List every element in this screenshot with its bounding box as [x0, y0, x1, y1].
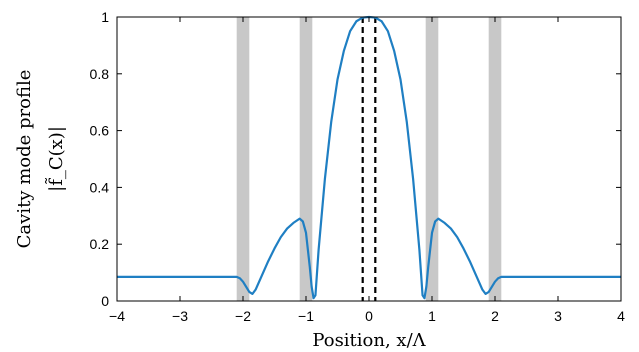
- y-tick-label: 0.8: [90, 66, 110, 82]
- x-tick-label: −4: [109, 308, 125, 324]
- x-tick-label: −3: [172, 308, 188, 324]
- y-tick-label: 0.2: [90, 236, 110, 252]
- x-axis-label: Position, x/Λ: [312, 330, 426, 351]
- x-tick-label: 4: [617, 308, 625, 324]
- dashed-lines: [361, 17, 377, 301]
- x-tick-label: −1: [298, 308, 314, 324]
- y-ticks: 0 0.2 0.4 0.6 0.8 1: [90, 9, 621, 309]
- series-group: [117, 15, 621, 300]
- y-tick-label: 0.4: [90, 179, 110, 195]
- y-tick-label: 0: [101, 293, 109, 309]
- y-axis-label-line1: Cavity mode profile: [14, 70, 35, 249]
- plot-frame: [116, 16, 622, 302]
- shaded-band-1: [299, 17, 313, 301]
- x-ticks: −4 −3 −2 −1 0 1 2 3 4: [109, 17, 625, 324]
- y-tick-label: 0.6: [90, 123, 110, 139]
- shaded-bands: [236, 17, 502, 301]
- x-tick-label: 1: [428, 308, 436, 324]
- x-tick-label: 0: [365, 308, 373, 324]
- x-tick-label: −2: [235, 308, 251, 324]
- x-tick-label: 3: [554, 308, 562, 324]
- y-tick-label: 1: [101, 9, 109, 25]
- series-line-0: [117, 15, 621, 300]
- shaded-band-0: [236, 17, 250, 301]
- x-tick-label: 2: [491, 308, 499, 324]
- y-axis-label-line2: |f̃_C(x)|: [44, 126, 67, 192]
- shaded-band-2: [425, 17, 439, 301]
- shaded-band-3: [488, 17, 502, 301]
